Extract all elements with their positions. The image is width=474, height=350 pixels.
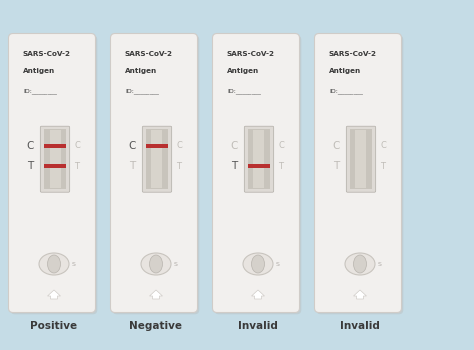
FancyBboxPatch shape <box>214 35 301 314</box>
Text: Antigen: Antigen <box>23 68 55 74</box>
Text: C: C <box>380 141 386 150</box>
Text: S: S <box>72 261 76 266</box>
Text: S: S <box>276 261 280 266</box>
Ellipse shape <box>252 255 264 273</box>
Bar <box>254 130 264 188</box>
Text: T: T <box>27 161 33 171</box>
FancyArrow shape <box>354 290 366 299</box>
Ellipse shape <box>354 255 366 273</box>
Ellipse shape <box>243 253 273 275</box>
Text: C: C <box>230 141 237 151</box>
FancyArrow shape <box>149 290 163 299</box>
FancyArrow shape <box>47 290 61 299</box>
Text: C: C <box>74 141 80 150</box>
Text: Antigen: Antigen <box>227 68 259 74</box>
FancyArrow shape <box>252 290 264 299</box>
FancyBboxPatch shape <box>142 126 172 192</box>
Text: Invalid: Invalid <box>238 321 278 331</box>
Text: C: C <box>128 141 136 151</box>
Ellipse shape <box>345 253 375 275</box>
Text: S: S <box>174 261 178 266</box>
Text: Negative: Negative <box>129 321 182 331</box>
Bar <box>356 130 366 188</box>
Text: SARS-CoV-2: SARS-CoV-2 <box>329 51 377 57</box>
FancyBboxPatch shape <box>244 126 273 192</box>
Bar <box>44 144 66 148</box>
Text: SARS-CoV-2: SARS-CoV-2 <box>125 51 173 57</box>
Text: Antigen: Antigen <box>125 68 157 74</box>
Text: ID:________: ID:________ <box>125 88 159 94</box>
FancyBboxPatch shape <box>110 34 198 313</box>
Text: ID:________: ID:________ <box>329 88 363 94</box>
FancyBboxPatch shape <box>112 35 199 314</box>
Text: T: T <box>129 161 135 171</box>
FancyBboxPatch shape <box>212 34 300 313</box>
Bar <box>146 129 168 189</box>
Bar <box>350 129 372 189</box>
Text: C: C <box>27 141 34 151</box>
FancyBboxPatch shape <box>316 35 403 314</box>
Bar <box>152 130 163 188</box>
Bar <box>44 129 66 189</box>
Text: T: T <box>333 161 339 171</box>
Text: T: T <box>231 161 237 171</box>
Bar <box>49 130 61 188</box>
FancyBboxPatch shape <box>315 34 401 313</box>
Text: T: T <box>381 162 385 171</box>
FancyBboxPatch shape <box>10 35 97 314</box>
FancyBboxPatch shape <box>40 126 70 192</box>
Text: C: C <box>176 141 182 150</box>
Text: SARS-CoV-2: SARS-CoV-2 <box>227 51 275 57</box>
Bar <box>248 164 270 168</box>
Text: ID:________: ID:________ <box>23 88 57 94</box>
Ellipse shape <box>141 253 171 275</box>
Text: C: C <box>278 141 284 150</box>
Ellipse shape <box>149 255 163 273</box>
FancyBboxPatch shape <box>346 126 376 192</box>
FancyBboxPatch shape <box>9 34 95 313</box>
Bar <box>44 164 66 168</box>
Text: ID:________: ID:________ <box>227 88 261 94</box>
Text: C: C <box>332 141 340 151</box>
Bar <box>248 129 270 189</box>
Ellipse shape <box>39 253 69 275</box>
Text: T: T <box>176 162 182 171</box>
Text: T: T <box>279 162 283 171</box>
Text: S: S <box>378 261 382 266</box>
Ellipse shape <box>47 255 61 273</box>
Text: Positive: Positive <box>30 321 78 331</box>
Bar <box>146 144 168 148</box>
Text: T: T <box>74 162 80 171</box>
Text: SARS-CoV-2: SARS-CoV-2 <box>23 51 71 57</box>
Text: Antigen: Antigen <box>329 68 361 74</box>
Text: Invalid: Invalid <box>340 321 380 331</box>
